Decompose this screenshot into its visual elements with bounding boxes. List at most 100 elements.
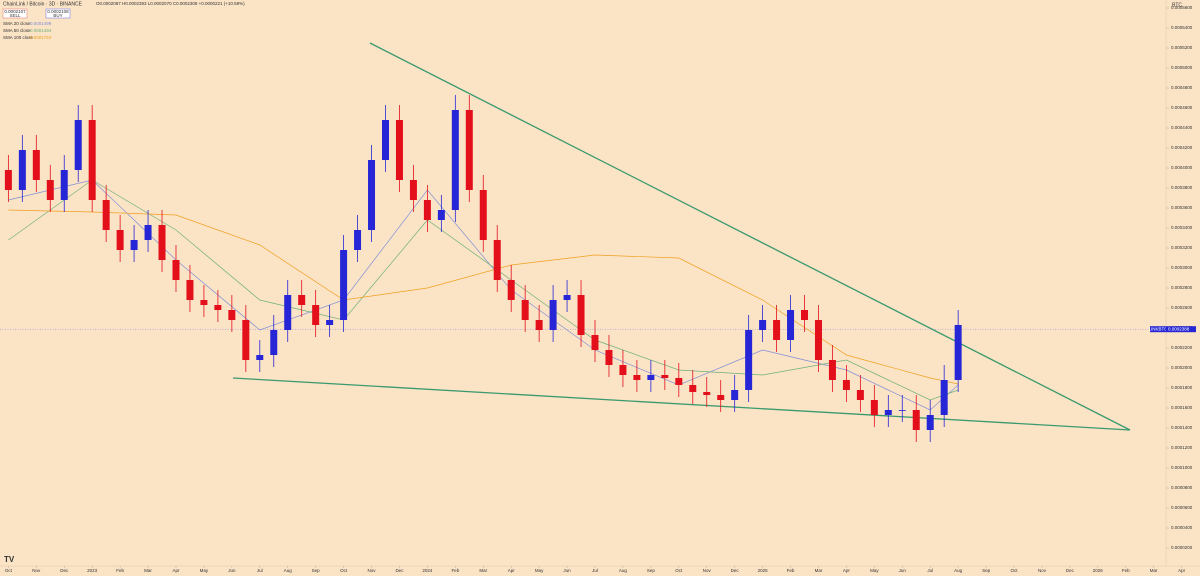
x-tick-label: Aug: [284, 568, 293, 573]
x-tick-label: Mar: [815, 568, 823, 573]
x-tick-label: 2023: [87, 568, 98, 573]
y-tick-label: 0.0004000: [1171, 165, 1193, 170]
y-tick-label: 0.0001600: [1171, 405, 1193, 410]
y-tick-label: 0.0005400: [1171, 25, 1193, 30]
x-tick-label: Apr: [172, 568, 180, 573]
candle-body: [423, 200, 431, 220]
x-tick-label: Aug: [619, 568, 628, 573]
sell-price: 0.0002107: [4, 9, 26, 14]
x-tick-label: Jul: [592, 568, 598, 573]
y-tick-label: 0.0000400: [1171, 525, 1193, 530]
y-tick-label: 0.0002600: [1171, 305, 1193, 310]
y-tick-label: 0.0001200: [1171, 445, 1193, 450]
candle-body: [326, 320, 334, 325]
candle-body: [619, 365, 627, 375]
x-tick-label: Dec: [731, 568, 740, 573]
candle-body: [354, 230, 362, 250]
candle-body: [102, 200, 110, 230]
candle-body: [633, 375, 641, 380]
candle-body: [605, 350, 613, 365]
candle-body: [787, 310, 795, 340]
candle-body: [814, 320, 822, 360]
sell-label: SELL: [9, 13, 21, 18]
candle-body: [368, 160, 376, 230]
candle-body: [591, 335, 599, 350]
y-tick-label: 0.0005200: [1171, 45, 1193, 50]
candle-body: [521, 300, 529, 320]
candle-body: [703, 392, 711, 395]
candle-body: [801, 310, 809, 320]
x-tick-label: Jul: [257, 568, 263, 573]
candle-body: [856, 390, 864, 400]
price-label: 0.0002388: [1168, 326, 1190, 331]
y-tick-label: 0.0000200: [1171, 545, 1193, 550]
candle-body: [270, 330, 278, 355]
y-tick-label: 0.0001400: [1171, 425, 1193, 430]
buy-price: 0.0002108: [47, 9, 69, 14]
candle-body: [884, 410, 892, 415]
x-tick-label: Jun: [228, 568, 236, 573]
x-tick-label: Oct: [1011, 568, 1019, 573]
x-tick-label: Nov: [703, 568, 712, 573]
candle-body: [200, 300, 208, 305]
candle-body: [242, 320, 250, 360]
candle-body: [661, 375, 669, 378]
candle-body: [74, 120, 82, 170]
candle-body: [381, 120, 389, 160]
x-tick-label: Mar: [144, 568, 152, 573]
y-tick-label: 0.0003200: [1171, 245, 1193, 250]
x-tick-label: Feb: [451, 568, 459, 573]
buy-button[interactable]: [45, 8, 71, 19]
candle-body: [214, 305, 222, 310]
sell-button[interactable]: [2, 8, 28, 19]
candle-body: [256, 355, 264, 360]
trendline: [369, 42, 1131, 431]
ticker-label: LINKBTC: [1148, 326, 1168, 331]
y-tick-label: 0.0005600: [1171, 5, 1193, 10]
candle-body: [870, 400, 878, 415]
candle-body: [717, 395, 725, 400]
candle-body: [340, 250, 348, 320]
candle-body: [18, 150, 26, 190]
candle-body: [284, 295, 292, 330]
candle-body: [773, 320, 781, 340]
y-tick-label: 0.0002800: [1171, 285, 1193, 290]
y-tick-label: 0.0000600: [1171, 505, 1193, 510]
candle-body: [828, 360, 836, 380]
candle-body: [926, 415, 934, 430]
logo[interactable]: TV: [4, 555, 15, 564]
x-tick-label: Jun: [899, 568, 907, 573]
x-tick-label: Jun: [563, 568, 571, 573]
candle-body: [409, 180, 417, 200]
candle-body: [298, 295, 306, 305]
buy-label: BUY: [53, 13, 62, 18]
x-tick-label: Oct: [5, 568, 13, 573]
y-tick-label: 0.0003000: [1171, 265, 1193, 270]
symbol: ChainLink / Bitcoin · 3D · BINANCE: [3, 1, 83, 7]
x-tick-label: Nov: [1038, 568, 1047, 573]
x-tick-label: Feb: [116, 568, 124, 573]
legend-name: SMA 100 close: [3, 35, 34, 40]
legend-value: 0.0001494: [30, 28, 52, 33]
candle-body: [563, 295, 571, 300]
y-tick-label: 0.0003600: [1171, 205, 1193, 210]
candle-body: [465, 110, 473, 190]
candle-body: [437, 210, 445, 220]
candle-body: [130, 240, 138, 250]
candle-body: [395, 120, 403, 180]
candle-body: [549, 300, 557, 330]
candle-body: [912, 410, 920, 430]
candle-body: [954, 325, 962, 380]
legend-value: 0.0001753: [30, 35, 52, 40]
x-tick-label: Dec: [60, 568, 69, 573]
candle-body: [172, 260, 180, 280]
x-tick-label: 2025: [758, 568, 769, 573]
candle-body: [940, 380, 948, 415]
price-badge: [1166, 326, 1196, 333]
x-tick-label: Mar: [1150, 568, 1158, 573]
x-tick-label: Oct: [340, 568, 348, 573]
candle-body: [689, 385, 697, 392]
